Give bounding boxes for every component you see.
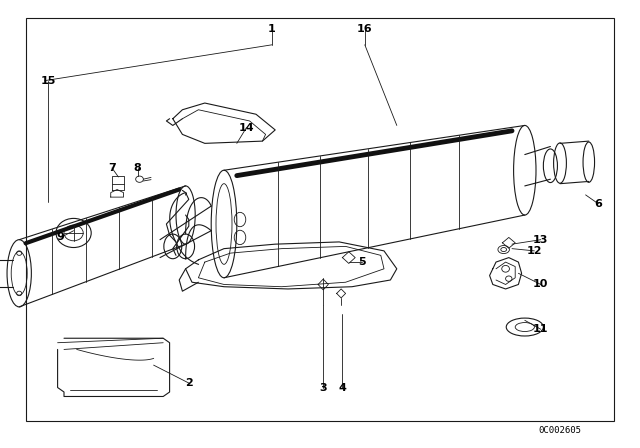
Text: 3: 3 — [319, 383, 327, 392]
Text: 15: 15 — [40, 76, 56, 86]
Text: 0C002605: 0C002605 — [538, 426, 582, 435]
Text: 14: 14 — [239, 123, 254, 133]
Text: 6: 6 — [595, 199, 602, 209]
Text: 10: 10 — [533, 280, 548, 289]
Text: 11: 11 — [533, 324, 548, 334]
Text: 5: 5 — [358, 257, 365, 267]
Text: 2: 2 — [185, 378, 193, 388]
Text: 8: 8 — [134, 163, 141, 173]
Text: 4: 4 — [339, 383, 346, 392]
Text: 16: 16 — [357, 24, 372, 34]
Text: 9: 9 — [57, 233, 65, 242]
Text: 13: 13 — [533, 235, 548, 245]
Text: 7: 7 — [108, 163, 116, 173]
Text: 12: 12 — [527, 246, 542, 256]
Text: 1: 1 — [268, 24, 276, 34]
